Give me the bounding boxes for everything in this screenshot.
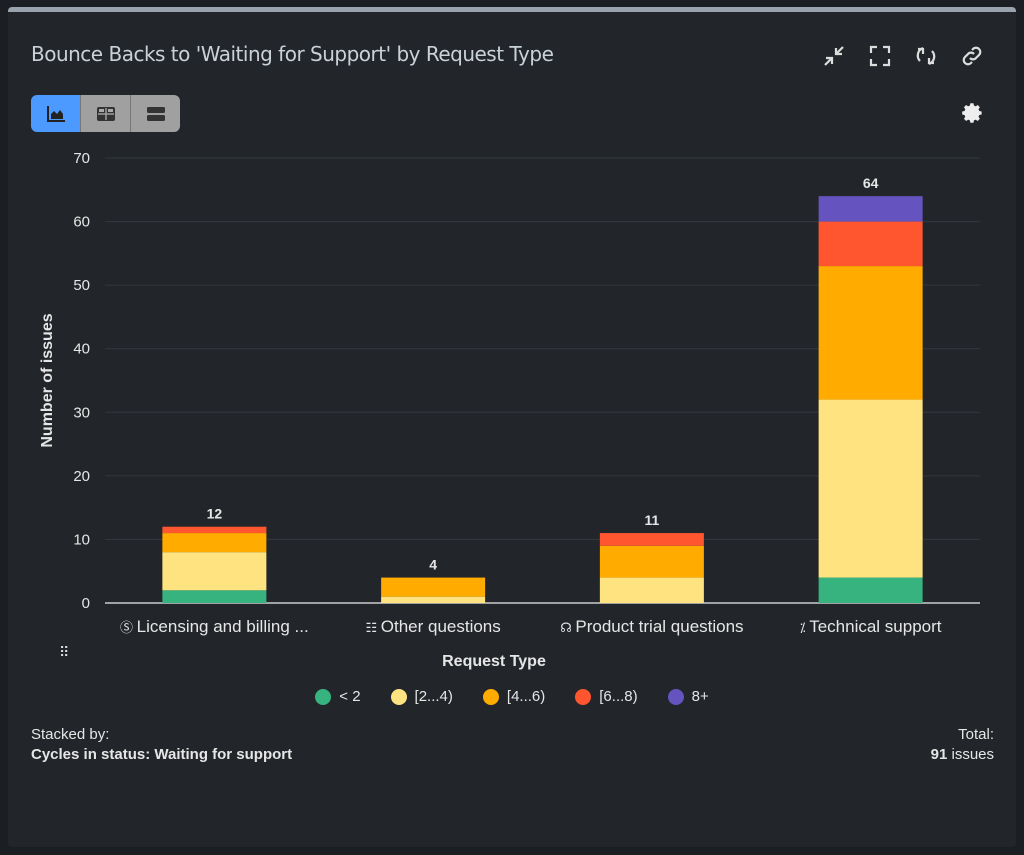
stacked-by-label: Stacked by: — [31, 726, 110, 743]
bar-segment — [599, 545, 704, 578]
legend-swatch — [315, 688, 332, 705]
stacked-by-info: Stacked by: Cycles in status: Waiting fo… — [31, 725, 292, 765]
table-icon — [96, 106, 115, 121]
total-unit: issues — [947, 746, 994, 763]
x-tick-label: ⁒ Technical support — [800, 617, 942, 636]
legend-label: [6...8) — [599, 688, 638, 705]
view-toggle — [31, 95, 180, 132]
total-info: Total: 91 issues — [931, 725, 994, 765]
legend-item[interactable]: [6...8) — [575, 688, 638, 705]
bar-segment — [818, 399, 923, 578]
bar-segment — [162, 526, 267, 534]
stacked-by-value: Cycles in status: Waiting for support — [31, 746, 293, 763]
bar-total-label: 64 — [863, 175, 879, 191]
list-view-button[interactable] — [130, 95, 180, 132]
tools-icon: ⁒ — [800, 620, 809, 635]
y-tick-label: 50 — [73, 277, 90, 294]
legend-label: [2...4) — [414, 688, 453, 705]
legend-label: [4...6) — [506, 688, 546, 705]
bar-segment — [818, 196, 923, 222]
legend-swatch — [482, 688, 499, 705]
legend: < 2 [2...4) [4...6) [6...8) 8+ — [8, 688, 1016, 705]
fullscreen-icon[interactable] — [866, 42, 894, 70]
legend-item[interactable]: < 2 — [315, 688, 361, 705]
chart-card: Bounce Backs to 'Waiting for Support' by… — [8, 7, 1016, 847]
stacked-bar-chart: 0 10 20 30 40 50 60 70 Number of issues Request T… — [39, 150, 980, 670]
dollar-circle-icon: Ⓢ — [120, 620, 137, 635]
chart-title: Bounce Backs to 'Waiting for Support' by… — [31, 42, 554, 66]
bar-total-label: 11 — [644, 512, 659, 528]
drag-handle-icon[interactable]: ⠿ — [59, 644, 70, 660]
legend-label: 8+ — [691, 688, 709, 705]
legend-swatch — [390, 688, 407, 705]
total-label: Total: — [958, 726, 994, 743]
legend-item[interactable]: [2...4) — [390, 688, 453, 705]
bar-segment — [162, 590, 267, 603]
bar-segment — [162, 533, 267, 553]
category-label: Licensing and billing ... — [137, 617, 309, 636]
bar-segment — [599, 577, 704, 603]
category-label: Product trial questions — [575, 617, 743, 636]
chart-icon — [46, 105, 65, 122]
category-label: Other questions — [381, 617, 501, 636]
table-view-button[interactable] — [80, 95, 130, 132]
y-tick-label: 0 — [82, 595, 90, 612]
legend-item[interactable]: [4...6) — [482, 688, 546, 705]
collapse-icon[interactable] — [820, 42, 848, 70]
refresh-icon[interactable] — [912, 42, 940, 70]
bar-segment — [818, 266, 923, 400]
bar-segment — [381, 577, 486, 597]
y-tick-label: 10 — [73, 531, 90, 548]
bar-total-label: 12 — [207, 506, 223, 522]
legend-label: < 2 — [339, 688, 361, 705]
link-icon[interactable] — [958, 42, 986, 70]
bar-total-label: 4 — [429, 557, 437, 573]
x-axis-title: Request Type — [442, 653, 546, 670]
bar-segment — [818, 577, 923, 603]
x-tick-label: ☷ Other questions — [365, 617, 500, 636]
total-count: 91 — [930, 746, 948, 763]
legend-swatch — [575, 688, 592, 705]
y-tick-label: 60 — [73, 214, 90, 231]
legend-item[interactable]: 8+ — [667, 688, 709, 705]
bar-segment — [818, 221, 923, 267]
y-tick-label: 20 — [73, 468, 90, 485]
list-icon — [146, 106, 165, 121]
message-icon: ☷ — [365, 620, 380, 635]
headset-icon: ☊ — [560, 620, 575, 635]
category-label: Technical support — [809, 617, 942, 636]
y-tick-label: 30 — [73, 404, 90, 421]
chart-view-button[interactable] — [31, 95, 80, 132]
bar-segment — [381, 596, 486, 603]
settings-gear-icon[interactable] — [961, 102, 983, 129]
x-tick-label: ☊ Product trial questions — [560, 617, 743, 636]
y-tick-label: 70 — [73, 150, 90, 167]
bar-segment — [599, 533, 704, 546]
legend-swatch — [667, 688, 684, 705]
x-tick-label: Ⓢ Licensing and billing ... — [120, 617, 309, 636]
y-axis-title: Number of issues — [39, 313, 56, 447]
bar-segment — [162, 552, 267, 591]
y-tick-label: 40 — [73, 341, 90, 358]
